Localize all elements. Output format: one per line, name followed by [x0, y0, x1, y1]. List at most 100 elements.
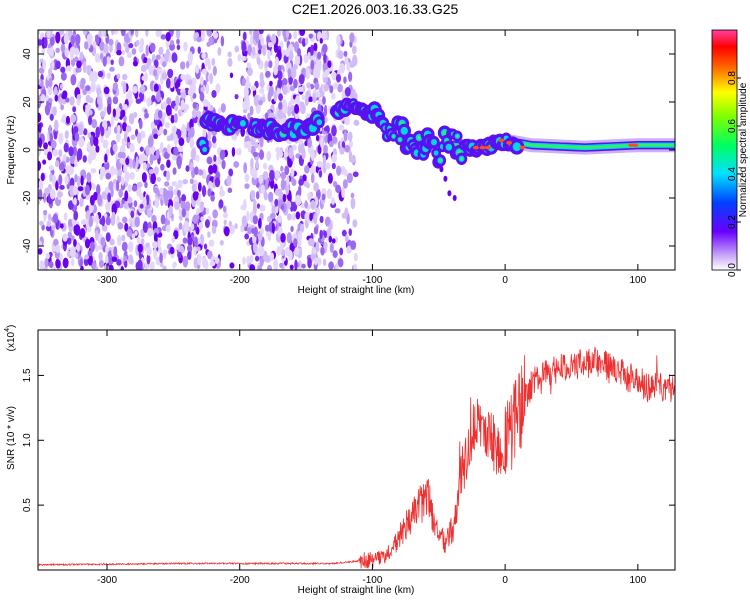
spectrogram-cell [348, 71, 353, 82]
svg-text:(x104): (x104) [4, 325, 17, 352]
spectrogram-cell [307, 51, 311, 60]
spectrogram-cell [252, 151, 259, 158]
spectrogram-cell [76, 66, 82, 73]
spectrogram-cell [212, 163, 218, 174]
ridge-hotspot [472, 145, 479, 150]
spectrogram-cell [100, 166, 106, 177]
spectrogram-cell [80, 265, 84, 270]
snr-x-tick-label: 0 [502, 575, 508, 586]
spectrogram-cell [271, 222, 275, 234]
spectrogram-cell [70, 46, 76, 55]
spectrogram-cell [247, 112, 251, 120]
spectrogram-cell [106, 72, 111, 80]
spectrogram-cell [203, 243, 208, 250]
spectrogram-cell [70, 74, 77, 86]
spectrogram-cell [136, 181, 143, 188]
spectrogram-cell [229, 262, 235, 269]
spectrogram-cell [301, 147, 306, 160]
spectrogram-cell [42, 159, 47, 165]
spectrogram-cell [163, 128, 168, 136]
spectrogram-cell [280, 178, 286, 191]
spectrogram-cell [208, 36, 215, 46]
spectrogram-cell [84, 238, 91, 249]
spectrogram-cell [148, 64, 153, 76]
spectrogram-cell [208, 239, 215, 247]
spectrogram-cell [58, 162, 65, 171]
spectrogram-cell [39, 220, 44, 226]
spectrogram-cell [109, 238, 115, 246]
spectrogram-cell [165, 39, 170, 49]
spectrogram-cell [294, 259, 298, 270]
spectrogram-cell [227, 51, 232, 58]
spectrogram-cell [304, 165, 310, 174]
spectrogram-cell [243, 86, 249, 99]
spectrogram-cell [177, 158, 182, 170]
spectrogram-cell [227, 187, 233, 194]
spectrogram-cell [349, 155, 356, 164]
spectrogram-cell [74, 47, 80, 56]
spectrogram-cell [80, 219, 87, 226]
spectrogram-cell [105, 232, 111, 242]
spectrogram-cell [305, 182, 310, 189]
spectrogram-cell [290, 66, 297, 79]
spectrogram-cell [301, 263, 306, 269]
spectrogram-cell [291, 212, 296, 221]
spectrogram-cell [181, 208, 187, 218]
spectrogram-cell [439, 166, 444, 173]
spectrogram-cell [288, 50, 294, 61]
spectrogram-cell [116, 49, 122, 56]
spectrogram-cell [141, 75, 146, 81]
spectrogram-cell [105, 200, 111, 213]
spectrogram-cell [43, 209, 48, 216]
spectrogram-cell [231, 133, 238, 141]
spectrogram-cell [339, 247, 344, 256]
spectrogram-cell [177, 179, 183, 189]
spectrogram-cell [255, 191, 260, 200]
colorbar-tick-label: 0.8 [727, 71, 738, 85]
spectrogram-cell [169, 42, 175, 51]
spectrogram-cell [222, 211, 228, 219]
spectrogram-cell [322, 96, 326, 105]
spectrogram-cell [58, 174, 63, 186]
spectrogram-cell [162, 265, 167, 270]
spectrogram-cell [286, 175, 290, 186]
spectrogram-cell [323, 104, 328, 117]
spectrogram-cell [297, 185, 302, 197]
spectrogram-cell [93, 136, 99, 147]
spectrogram-cell [170, 114, 175, 124]
spectrogram-cell [119, 144, 126, 154]
spectrogram-cell [251, 85, 257, 91]
spectrogram-cell [156, 67, 163, 75]
spectrogram-cell [190, 223, 195, 231]
spectrogram-cell [250, 189, 256, 200]
spectrogram-cell [192, 101, 197, 109]
spectrogram-cell [206, 30, 211, 35]
spectrogram-cell [38, 160, 42, 171]
spectrogram-cell [102, 56, 107, 67]
spectrogram-cell [52, 213, 59, 224]
spectrogram-cell [112, 108, 117, 118]
spectrogram-cell [142, 221, 149, 234]
spectrogram-cell [180, 200, 186, 210]
ridge-blob [445, 143, 453, 151]
spectrogram-cell [58, 149, 63, 158]
spectrogram-cell [279, 262, 284, 269]
spectrogram-cell [259, 136, 264, 148]
spectrogram-cell [165, 104, 172, 117]
spectrogram-cell [61, 117, 67, 124]
spectrogram-cell [118, 56, 125, 67]
spectrogram-cell [98, 251, 103, 261]
spectrogram-cell [192, 191, 199, 201]
spectrogram-cell [189, 178, 194, 185]
spectrogram-cell [50, 224, 56, 231]
snr-x-tick-label: -200 [230, 575, 250, 586]
spectrogram-cell [116, 73, 121, 80]
spectrogram-cell [316, 90, 321, 98]
spectrogram-cell [187, 236, 193, 246]
spectrogram-cell [147, 135, 154, 148]
spectrogram-cell [129, 143, 135, 153]
spectrogram-cell [133, 200, 138, 208]
spectrogram-cell [53, 131, 58, 140]
spectrogram-cell [38, 78, 41, 85]
spectrogram-cell [69, 177, 75, 188]
